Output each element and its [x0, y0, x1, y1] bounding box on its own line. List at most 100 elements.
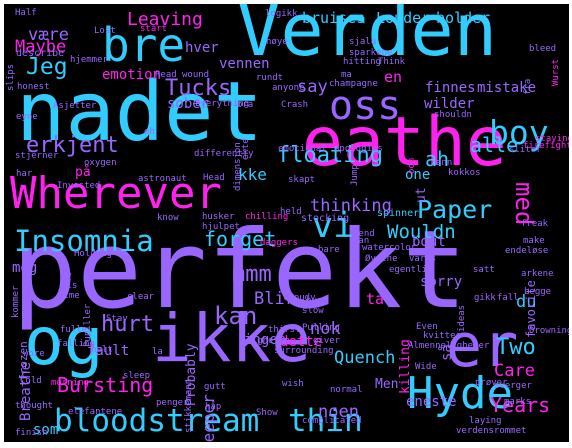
word: du [516, 292, 537, 312]
word: bare [318, 245, 340, 255]
word: fra [523, 78, 533, 96]
word: penger [156, 398, 189, 408]
word: wound [182, 70, 210, 80]
word: oxygen [84, 158, 117, 168]
word: logikk [265, 9, 298, 19]
word: fault [87, 343, 130, 359]
word: Paper [417, 195, 493, 224]
word: hitting [343, 57, 381, 67]
word: kommer [11, 285, 21, 319]
word: Almenneligheter [408, 341, 490, 351]
word: Øynene [365, 254, 398, 264]
word: Jeg [26, 54, 68, 80]
word: gutt [204, 382, 226, 392]
word: Louder [376, 9, 431, 27]
word: Stay [106, 314, 128, 324]
word: gikk [474, 293, 496, 303]
word: thinking [310, 196, 392, 216]
word: Insomnia [14, 224, 154, 258]
word: ingen [244, 332, 287, 348]
word: vi [312, 206, 355, 246]
word: Everything [195, 99, 250, 109]
word: meg [12, 260, 38, 276]
word: falling [57, 339, 95, 349]
word: håp [205, 402, 222, 412]
word: daggers [260, 238, 298, 248]
word: firefighter [523, 141, 569, 151]
word: nok [310, 319, 341, 339]
word: Crash [281, 100, 309, 110]
word: giver [313, 336, 341, 346]
word: one [405, 167, 431, 183]
word: kan [214, 302, 258, 330]
word: freak [521, 219, 549, 229]
word: shouldn [434, 110, 472, 120]
word: Care [494, 361, 535, 381]
word: sober [167, 96, 210, 112]
word: staying [535, 134, 569, 144]
word: vis [61, 281, 78, 291]
word: nadet [16, 65, 263, 160]
word: describe [16, 48, 65, 59]
word: Wouldn [387, 221, 456, 243]
word: sliter [509, 145, 542, 155]
word: thirst [268, 325, 301, 335]
word: forget [204, 227, 277, 251]
word: boy [489, 113, 549, 152]
word: perfekt [12, 208, 468, 333]
word: thought [15, 401, 53, 411]
word: våres [409, 254, 437, 264]
word: kan [353, 236, 370, 246]
word: floating [277, 143, 383, 168]
word: Maybe [15, 37, 67, 57]
word: satt [473, 265, 495, 275]
word: erkjent [26, 133, 119, 158]
word: sjalu [349, 37, 377, 47]
word: eyne [16, 112, 38, 122]
word: Wurst [551, 58, 561, 86]
word: normal [330, 385, 363, 395]
word: bout [412, 234, 446, 250]
word: Half [15, 8, 37, 18]
word: høye [266, 37, 288, 47]
word: Jump [350, 163, 360, 186]
word: en [384, 68, 403, 86]
word: kke [238, 165, 267, 184]
word: fall [497, 293, 519, 303]
word: helt [91, 345, 113, 355]
word: marks [504, 397, 532, 407]
word: bleed [529, 44, 557, 54]
word: spinner [377, 208, 420, 219]
word: wilder [424, 96, 475, 112]
word: hjemmer [70, 55, 108, 65]
word: Tucks [165, 76, 232, 101]
word: eh [144, 127, 155, 137]
word: dette [280, 334, 323, 350]
word: laying [469, 416, 502, 426]
word: stocking [301, 213, 350, 224]
word: arkene [521, 269, 554, 279]
word: hva [306, 296, 323, 306]
word: watercolor [362, 243, 417, 253]
word: Pulling [302, 323, 340, 333]
word: rundt [256, 73, 284, 83]
word: Read [155, 70, 177, 80]
word: tend [353, 229, 375, 239]
word: ah [425, 147, 450, 171]
word: make [523, 236, 545, 246]
word: honest [17, 82, 50, 92]
word: kvittes [423, 331, 461, 341]
word: Drowning [529, 326, 569, 336]
word: Leaving [127, 9, 203, 30]
word: alle [470, 133, 519, 157]
word: finish [15, 428, 48, 438]
word: ta [366, 290, 385, 308]
word: bolder [436, 9, 491, 27]
word: husker [202, 212, 235, 222]
word: thin [288, 403, 363, 439]
word: differently [194, 149, 254, 159]
word: har [16, 169, 33, 179]
word-cloud: perfekt nadet Verden eathe ikke og Wherever er o… [4, 4, 569, 442]
word: cloudy [283, 293, 316, 303]
word: start [140, 24, 168, 34]
